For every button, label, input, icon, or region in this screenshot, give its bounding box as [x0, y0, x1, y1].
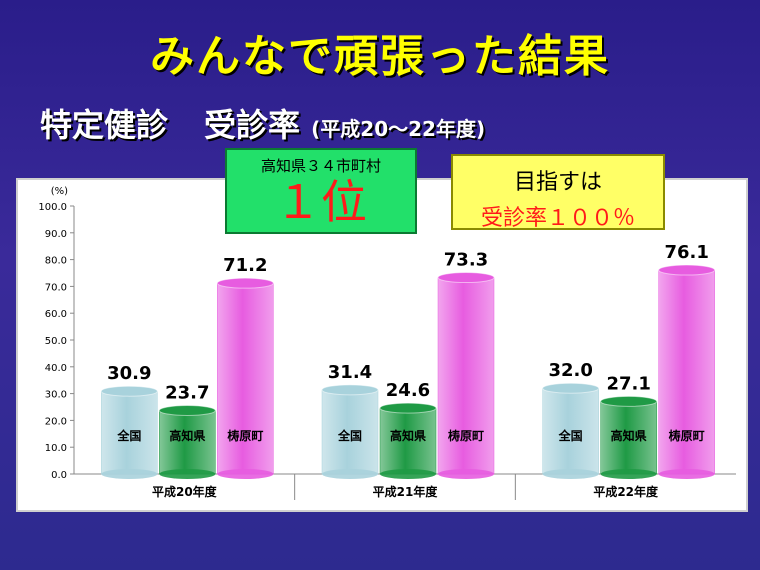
y-tick-label: 20.0 — [45, 416, 67, 427]
subtitle-period: (平成20～22年度) — [311, 117, 486, 141]
y-tick-label: 70.0 — [45, 282, 67, 293]
bar-base — [322, 469, 378, 479]
bar-cap — [321, 384, 379, 396]
bar-cap — [100, 385, 158, 397]
x-category-label: 平成20年度 — [152, 484, 218, 499]
bar-base — [542, 469, 599, 479]
y-tick-label: 100.0 — [38, 202, 67, 213]
bar — [217, 282, 274, 475]
x-category-label: 平成22年度 — [593, 484, 659, 499]
bar-value-label: 24.6 — [386, 380, 430, 401]
bar-base — [438, 469, 494, 479]
bar-base — [159, 469, 216, 479]
bar — [101, 390, 158, 475]
bar-value-label: 73.3 — [444, 250, 488, 271]
y-tick-label: 10.0 — [45, 443, 67, 454]
bar-cap — [379, 402, 437, 414]
y-tick-label: 30.0 — [45, 390, 67, 401]
rank-value: １位 — [275, 175, 367, 229]
bar — [437, 277, 495, 475]
subtitle-rate: 受診率 — [204, 106, 301, 144]
goal-line1: 目指すは — [513, 170, 602, 195]
bar-series-label: 高知県 — [611, 428, 647, 443]
bar-value-label: 71.2 — [223, 255, 267, 276]
bar — [542, 387, 599, 475]
y-tick-label: 60.0 — [45, 309, 67, 320]
y-tick-label: 90.0 — [45, 229, 67, 240]
y-tick-label: 40.0 — [45, 363, 67, 374]
bar-series-label: 全国 — [558, 428, 583, 443]
bar-series-label: 梼原町 — [448, 428, 484, 443]
slide-subtitle: 特定健診 受診率 (平成20～22年度) — [40, 100, 485, 146]
bar-chart: 0.0 10.0 20.0 30.0 40.0 50.0 60.0 70.0 80.0 90.0 1… — [38, 186, 736, 500]
y-tick-label: 50.0 — [45, 336, 67, 347]
bar-cap — [600, 395, 658, 407]
bar-base — [217, 469, 274, 479]
goal-callout: 目指すは 受診率１００％ — [451, 154, 665, 231]
bar-series-label: 高知県 — [390, 428, 426, 443]
bar-series-label: 梼原町 — [669, 428, 705, 443]
bar-value-label: 30.9 — [107, 363, 151, 384]
bar-series-label: 梼原町 — [227, 428, 263, 443]
bar — [321, 389, 379, 475]
bar-base — [600, 469, 657, 479]
bar-value-label: 76.1 — [664, 242, 708, 263]
bar-base — [380, 469, 436, 479]
x-category-label: 平成21年度 — [373, 484, 439, 499]
subtitle-main: 特定健診 — [40, 106, 169, 144]
bar-base — [101, 469, 158, 479]
y-tick-label: 0.0 — [51, 470, 67, 481]
rank-label: 高知県３４市町村 — [260, 157, 381, 175]
slide-title: みんなで頑張った結果 — [150, 31, 610, 82]
bar-value-label: 27.1 — [606, 373, 650, 394]
goal-line2: 受診率１００％ — [480, 206, 635, 231]
bar-value-label: 23.7 — [165, 382, 209, 403]
bar-value-label: 32.0 — [548, 360, 592, 381]
bar-value-label: 31.4 — [328, 362, 372, 383]
rank-callout: 高知県３４市町村 １位 — [225, 148, 417, 234]
bar-series-label: 高知県 — [169, 428, 205, 443]
bar-cap — [542, 382, 600, 394]
bar-base — [658, 469, 715, 479]
bar-cap — [437, 272, 495, 284]
bar — [658, 269, 715, 475]
bar — [379, 407, 437, 475]
y-axis-label: (%) — [51, 186, 68, 197]
y-tick-label: 80.0 — [45, 256, 67, 267]
bar — [600, 401, 657, 475]
bar-cap — [658, 264, 716, 276]
bar-series-label: 全国 — [116, 428, 141, 443]
bar-cap — [216, 277, 274, 289]
bar-cap — [158, 404, 216, 416]
bar-series-label: 全国 — [337, 428, 362, 443]
